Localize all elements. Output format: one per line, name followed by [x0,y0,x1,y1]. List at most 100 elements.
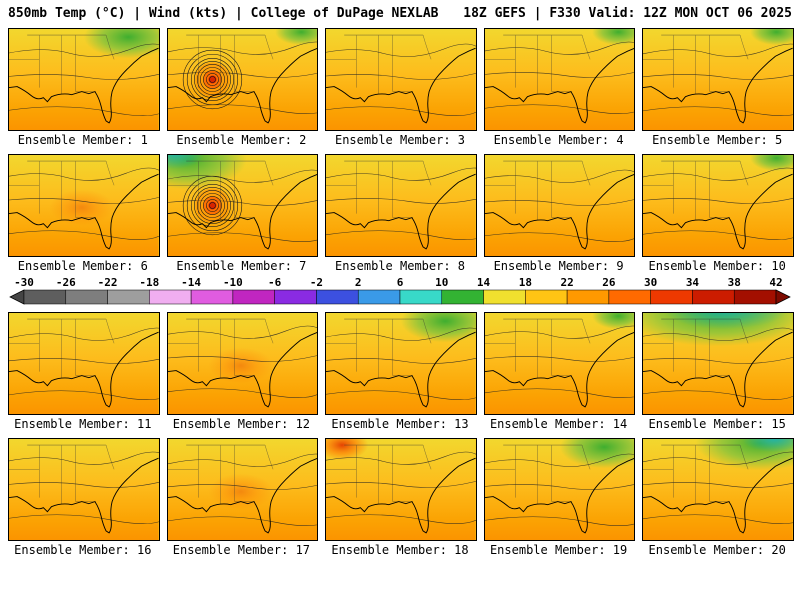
ensemble-panel-8: Ensemble Member: 8 [325,154,477,275]
ensemble-panel-17: Ensemble Member: 17 [166,438,319,559]
colorbar-tick-label: 22 [560,276,573,289]
colorbar-segment [357,289,401,305]
colorbar-tick-label: -14 [181,276,201,289]
temperature-contours [484,41,635,114]
temperature-contours [484,453,635,526]
colorbar-tick-label: 2 [355,276,362,289]
colorbar-left-arrow [9,289,25,305]
page: 850mb Temp (°C) | Wind (kts) | College o… [0,6,800,559]
colorbar-segment [525,289,568,305]
colorbar-tick-label: -26 [56,276,76,289]
temperature-contours [167,453,318,526]
coastline [643,173,794,250]
state-borders [9,444,115,504]
colorbar-tick-label: -2 [310,276,323,289]
state-borders [643,34,749,94]
temperature-contours [8,167,159,240]
ensemble-panel-label: Ensemble Member: 15 [648,417,786,431]
ensemble-panel-9: Ensemble Member: 9 [483,154,636,275]
ensemble-panel-label: Ensemble Member: 20 [648,543,786,557]
coastline [484,331,635,408]
colorbar-tick-label: -30 [14,276,34,289]
state-borders [643,160,749,220]
coastline [167,173,318,250]
temperature-colorbar: -30 -26 -22 -18 -14 -10 -6 -2 2 6 10 14 18 22 26 30 34 38… [0,275,800,307]
ensemble-panel-label: Ensemble Member: 8 [334,259,466,273]
panel-row-1: Ensemble Member: 1 Ensemble Member: 2 En… [0,28,800,149]
panel-row-3: Ensemble Member: 11 Ensemble Member: 12 … [0,312,800,433]
temperature-contours [8,327,159,400]
colorbar-tick-label: 42 [769,276,782,289]
ensemble-map [8,28,160,131]
colorbar-tick-label: 18 [519,276,532,289]
ensemble-grid: Ensemble Member: 1 Ensemble Member: 2 En… [0,28,800,559]
state-borders [643,444,749,504]
temperature-contours [484,169,635,242]
ensemble-panel-11: Ensemble Member: 11 [8,312,160,433]
ensemble-panel-label: Ensemble Member: 1 [17,133,148,147]
colorbar-segment [149,289,192,305]
coastline [484,173,635,250]
state-borders [326,444,432,504]
ensemble-panel-14: Ensemble Member: 14 [483,312,636,433]
colorbar-right-arrow [775,289,791,305]
coastline [167,457,318,534]
coastline [326,47,476,124]
colorbar-segment [232,289,275,305]
ensemble-panel-label: Ensemble Member: 18 [331,543,469,557]
coastline [484,47,635,124]
ensemble-panel-1: Ensemble Member: 1 [8,28,160,149]
ensemble-map [166,312,319,415]
ensemble-panel-label: Ensemble Member: 5 [652,133,783,147]
coastline [326,173,476,250]
ensemble-map [8,154,160,257]
state-borders [9,34,115,94]
coastline [643,331,794,408]
colorbar-segment [107,289,150,305]
coastline [8,173,159,250]
ensemble-panel-label: Ensemble Member: 16 [14,543,152,557]
temperature-contours [643,43,794,116]
colorbar-tick-label: 6 [397,276,404,289]
ensemble-map [642,154,794,257]
ensemble-panel-16: Ensemble Member: 16 [8,438,160,559]
product-title: 850mb Temp (°C) | Wind (kts) | College o… [8,6,439,21]
ensemble-panel-6: Ensemble Member: 6 [8,154,160,275]
colorbar-tick-label: 34 [686,276,700,289]
ensemble-map [642,312,794,415]
state-borders [484,34,591,94]
hurricane-vortex-icon [182,175,242,236]
colorbar-segment [23,289,67,305]
ensemble-map [166,28,319,131]
temperature-contours [167,325,318,398]
temperature-contours [8,43,159,116]
state-borders [326,160,432,220]
colorbar-tick-label: 14 [477,276,491,289]
ensemble-map [483,312,636,415]
ensemble-panel-7: Ensemble Member: 7 [166,154,319,275]
coastline [484,457,635,534]
colorbar-tick-label: 26 [602,276,616,289]
ensemble-panel-19: Ensemble Member: 19 [483,438,636,559]
coastline [643,47,794,124]
colorbar-segment [399,289,443,305]
state-borders [326,34,432,94]
temperature-contours [643,327,794,400]
panel-row-2: Ensemble Member: 6 Ensemble Member: 7 En… [0,154,800,275]
coastline [8,47,159,124]
temperature-contours [8,451,159,524]
ensemble-panel-label: Ensemble Member: 13 [331,417,469,431]
temperature-contours [643,451,794,524]
ensemble-map [325,312,477,415]
ensemble-panel-5: Ensemble Member: 5 [642,28,794,149]
coastline [643,457,794,534]
ensemble-map [8,438,160,541]
ensemble-map [325,154,477,257]
ensemble-panel-label: Ensemble Member: 7 [176,259,307,273]
ensemble-panel-label: Ensemble Member: 3 [334,133,466,147]
coastline [167,331,318,408]
colorbar-segment [692,289,735,305]
ensemble-panel-2: Ensemble Member: 2 [166,28,319,149]
temperature-contours [326,43,476,116]
colorbar-segment [441,289,484,305]
